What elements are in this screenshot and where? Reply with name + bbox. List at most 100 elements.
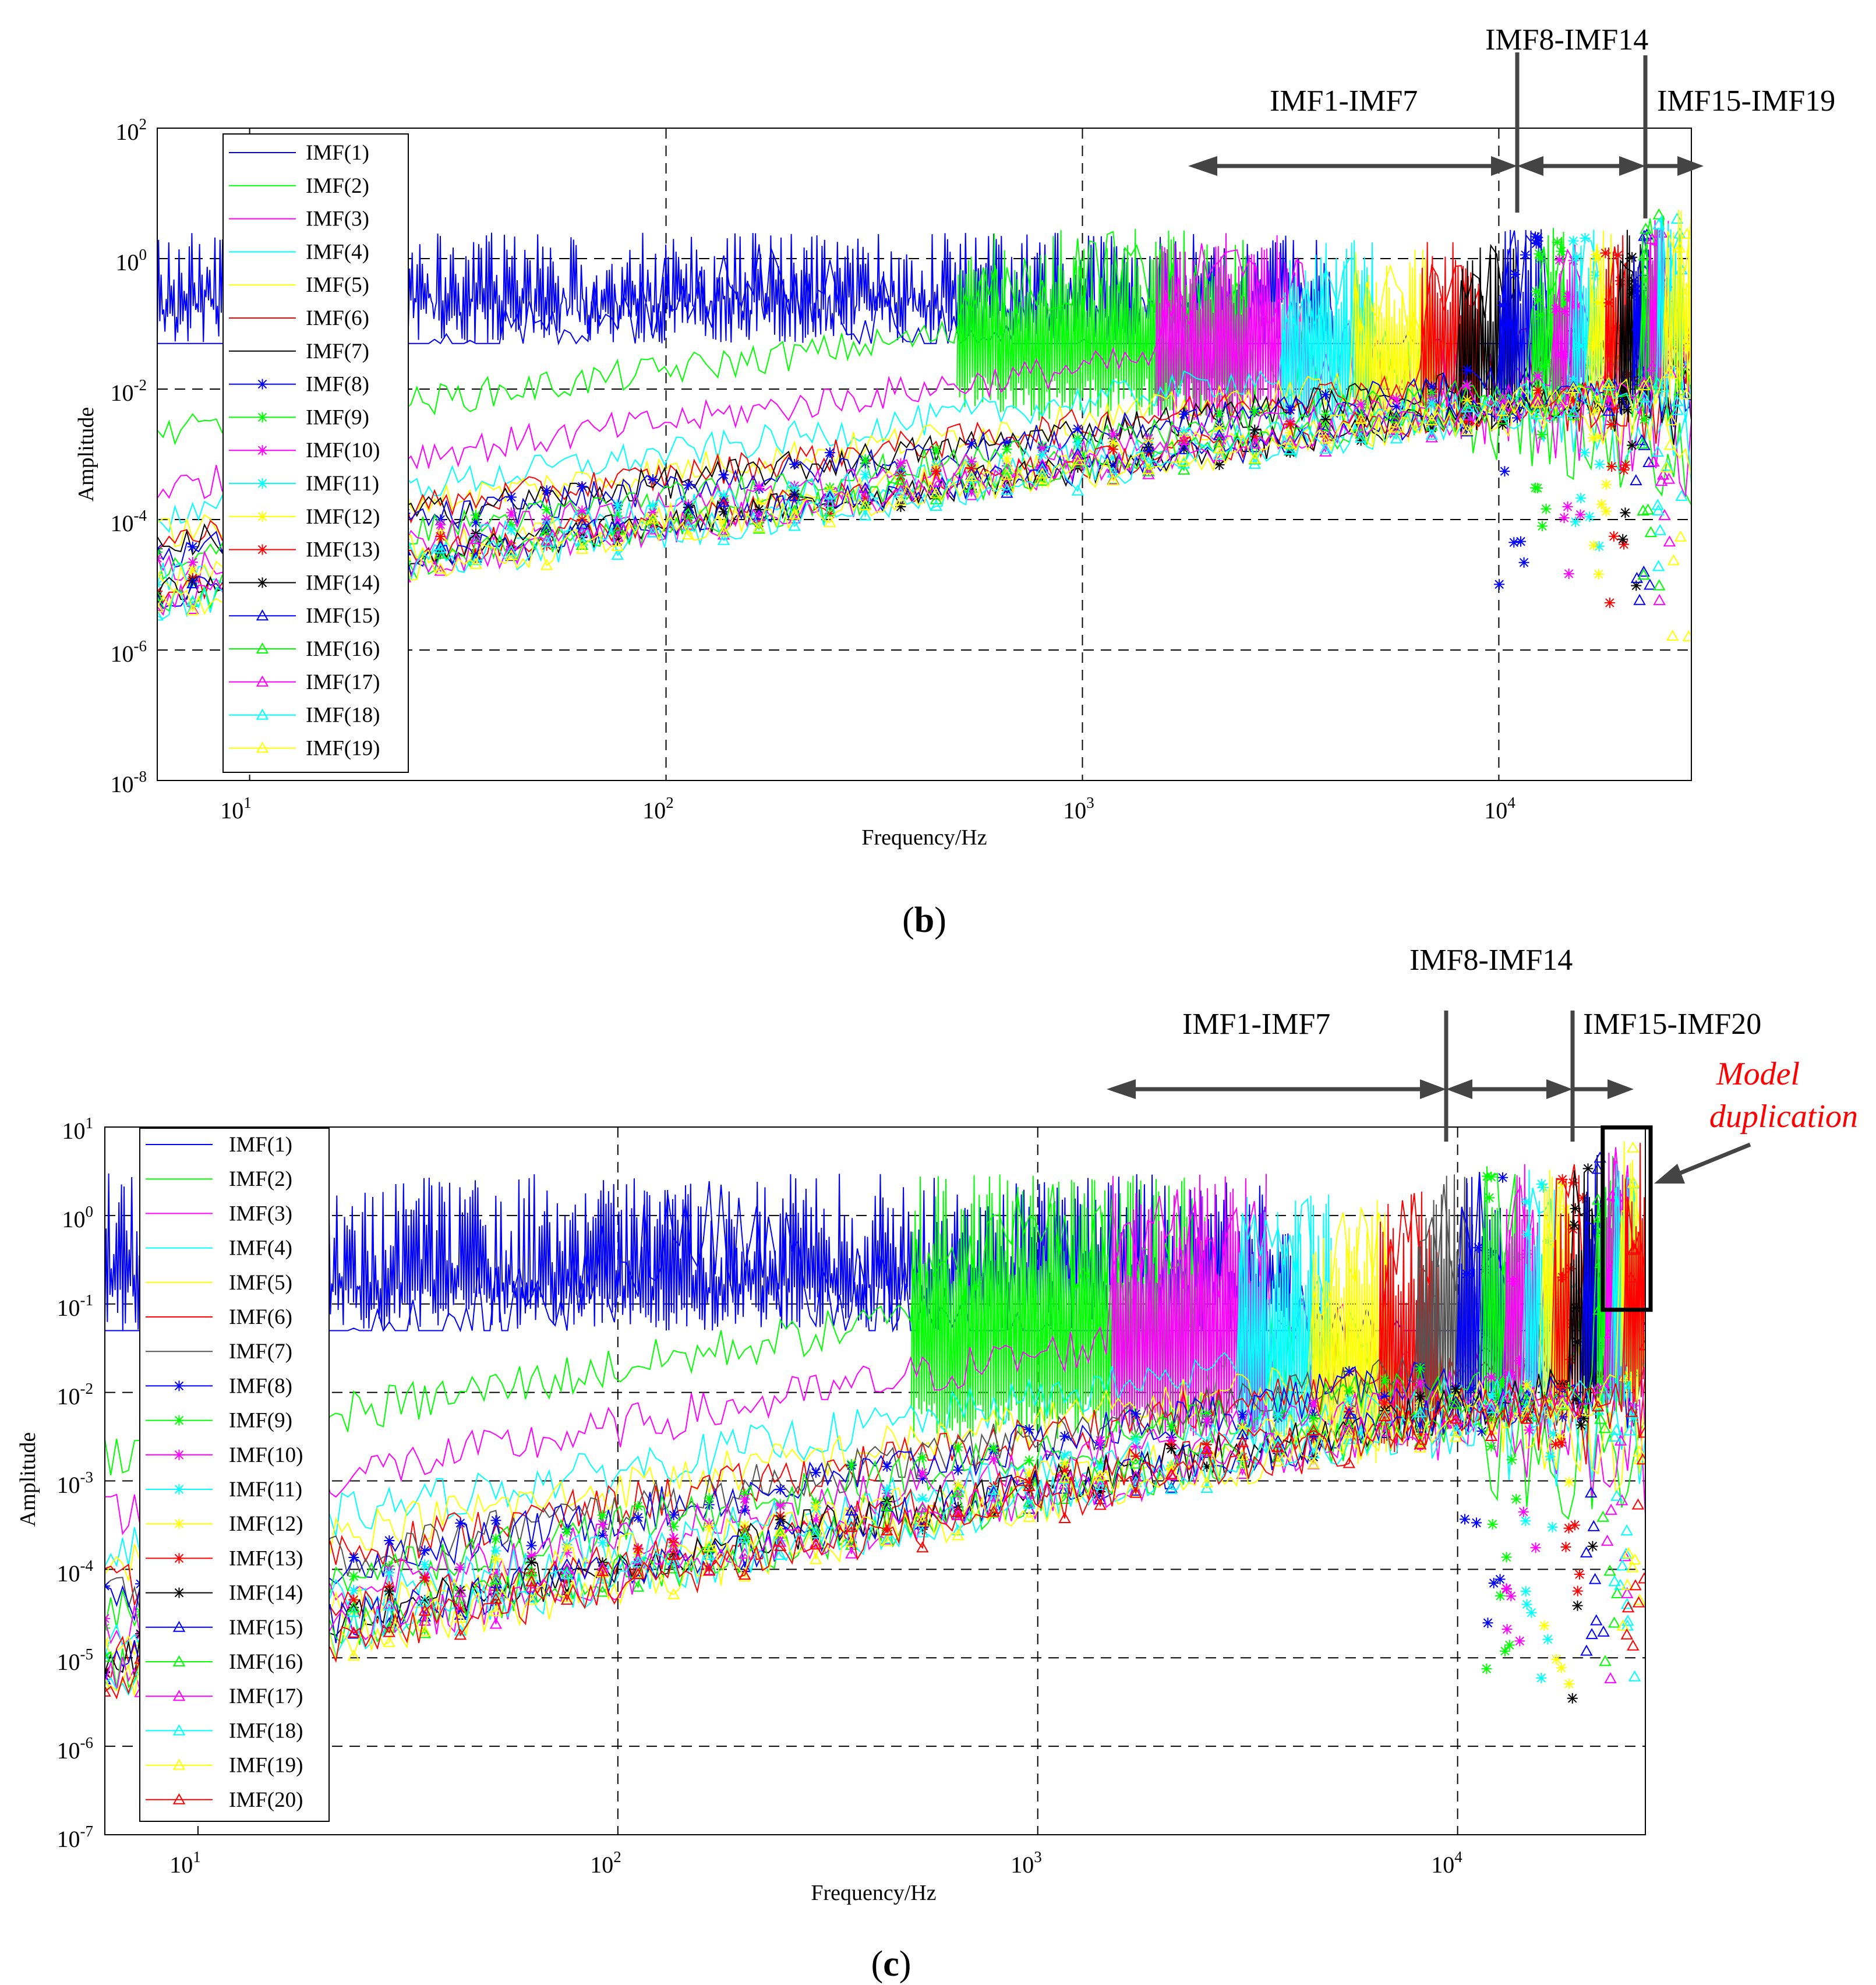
data-marker xyxy=(1627,1141,1640,1153)
data-marker xyxy=(1521,1248,1532,1259)
data-marker xyxy=(1631,319,1644,331)
data-marker xyxy=(1037,449,1048,460)
data-marker xyxy=(383,1636,396,1647)
data-marker xyxy=(702,1564,716,1576)
data-marker xyxy=(1602,404,1615,416)
data-marker xyxy=(1638,379,1651,390)
data-marker xyxy=(1588,1573,1602,1584)
data-marker xyxy=(454,1585,467,1597)
data-marker xyxy=(1072,423,1083,435)
data-marker xyxy=(471,510,482,521)
data-marker xyxy=(257,412,268,423)
data-marker xyxy=(1631,1498,1645,1510)
data-marker xyxy=(1284,443,1296,454)
legend-item: IMF(13) xyxy=(229,538,380,562)
legend-label: IMF(16) xyxy=(229,1650,303,1674)
legend-label: IMF(12) xyxy=(229,1512,303,1536)
data-marker xyxy=(754,481,765,492)
data-marker xyxy=(1610,1489,1623,1501)
data-marker xyxy=(788,520,801,531)
data-marker xyxy=(1594,459,1605,470)
legend-item: IMF(12) xyxy=(146,1512,303,1536)
data-marker xyxy=(682,507,695,519)
data-marker xyxy=(704,1521,715,1532)
legend-label: IMF(15) xyxy=(306,604,380,628)
data-marker xyxy=(1628,1670,1641,1682)
data-marker xyxy=(105,1580,110,1591)
legend-item: IMF(5) xyxy=(229,273,369,297)
legend-label: IMF(4) xyxy=(229,1237,292,1260)
data-marker xyxy=(631,1556,645,1567)
legend-item: IMF(13) xyxy=(146,1546,303,1570)
data-marker xyxy=(1414,1437,1427,1449)
legend-label: IMF(9) xyxy=(306,405,369,429)
data-marker xyxy=(881,1484,892,1495)
data-marker xyxy=(1651,445,1665,457)
c-ytick: 101 xyxy=(62,1114,94,1144)
data-marker xyxy=(1532,385,1543,396)
data-marker xyxy=(1630,474,1642,486)
data-marker xyxy=(704,1493,715,1504)
data-marker xyxy=(1415,1378,1426,1389)
data-marker xyxy=(1638,249,1651,261)
data-marker xyxy=(505,549,518,560)
data-marker xyxy=(1129,1457,1142,1469)
data-marker xyxy=(1130,1434,1142,1445)
data-marker xyxy=(631,1567,645,1579)
data-marker xyxy=(1449,1431,1462,1442)
data-marker xyxy=(1621,1578,1634,1590)
data-marker xyxy=(930,499,942,511)
c-axes-frame xyxy=(104,1126,1646,1835)
data-marker xyxy=(702,1540,716,1552)
data-marker xyxy=(1342,1433,1356,1444)
data-marker xyxy=(1390,409,1403,421)
b-label-imf1-7: IMF1-IMF7 xyxy=(1270,84,1418,118)
data-marker xyxy=(526,1556,537,1567)
data-marker xyxy=(1608,1616,1621,1628)
data-marker xyxy=(858,509,872,521)
data-marker xyxy=(1344,1366,1355,1377)
data-marker xyxy=(810,1538,822,1550)
data-marker xyxy=(1504,1640,1515,1651)
series-band xyxy=(1624,1143,1645,1404)
data-marker xyxy=(1542,1634,1553,1645)
data-marker xyxy=(1520,1586,1531,1597)
data-marker xyxy=(931,444,942,455)
c-legend: IMF(1) IMF(2) IMF(3) IMF(4) IMF(5) IMF(6) IMF(… xyxy=(139,1128,330,1822)
data-marker xyxy=(577,505,588,516)
data-marker xyxy=(348,1594,359,1605)
data-marker xyxy=(1567,405,1580,417)
data-marker xyxy=(1271,1440,1284,1452)
data-marker xyxy=(1520,1516,1531,1527)
data-marker xyxy=(1130,1451,1142,1462)
data-marker xyxy=(1665,414,1678,426)
data-marker xyxy=(1570,1203,1581,1214)
data-marker xyxy=(1515,536,1527,547)
data-marker xyxy=(1556,1662,1567,1673)
data-marker xyxy=(1591,1163,1605,1174)
data-marker xyxy=(1471,1517,1482,1528)
data-marker xyxy=(858,499,872,510)
legend-label: IMF(2) xyxy=(306,174,369,198)
legend-item: IMF(19) xyxy=(146,1754,303,1778)
data-marker xyxy=(987,1484,1000,1495)
data-marker xyxy=(455,1562,466,1573)
data-marker xyxy=(775,1484,786,1495)
data-marker xyxy=(966,438,977,449)
data-marker xyxy=(966,463,977,474)
data-marker xyxy=(1499,1645,1510,1656)
data-marker xyxy=(738,1531,751,1543)
data-marker xyxy=(952,1464,963,1475)
data-marker xyxy=(172,1793,186,1804)
data-marker xyxy=(1496,391,1509,403)
data-marker xyxy=(1554,1432,1566,1443)
data-marker xyxy=(490,1553,501,1564)
c-label-imf1-7: IMF1-IMF7 xyxy=(1182,1008,1330,1041)
b-ytick: 10-8 xyxy=(111,768,147,797)
data-marker xyxy=(1129,1486,1142,1498)
data-marker xyxy=(1608,531,1619,542)
data-marker xyxy=(1560,306,1571,317)
c-xtick: 102 xyxy=(590,1848,621,1878)
data-marker xyxy=(824,495,836,507)
